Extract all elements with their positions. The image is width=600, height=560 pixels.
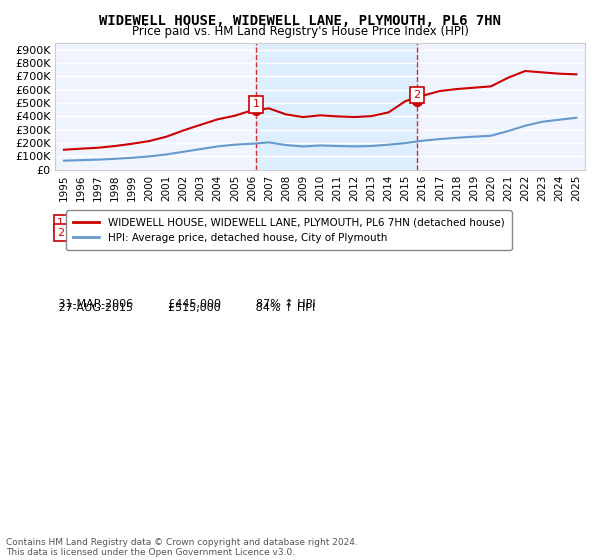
- Bar: [256, 43, 417, 170]
- Text: Contains HM Land Registry data © Crown copyright and database right 2024.
This d: Contains HM Land Registry data © Crown c…: [6, 538, 358, 557]
- Text: 2: 2: [57, 227, 64, 237]
- Legend: WIDEWELL HOUSE, WIDEWELL LANE, PLYMOUTH, PL6 7HN (detached house), HPI: Average : WIDEWELL HOUSE, WIDEWELL LANE, PLYMOUTH,…: [66, 211, 512, 250]
- Text: 1: 1: [57, 218, 64, 228]
- Text: Price paid vs. HM Land Registry's House Price Index (HPI): Price paid vs. HM Land Registry's House …: [131, 25, 469, 38]
- Text: WIDEWELL HOUSE, WIDEWELL LANE, PLYMOUTH, PL6 7HN: WIDEWELL HOUSE, WIDEWELL LANE, PLYMOUTH,…: [99, 14, 501, 28]
- Text: 27-AUG-2015          £515,000          84% ↑ HPI: 27-AUG-2015 £515,000 84% ↑ HPI: [48, 303, 315, 312]
- Text: 1: 1: [253, 99, 260, 109]
- Text: 2: 2: [413, 90, 420, 100]
- Text: 31-MAR-2006          £445,000          87% ↑ HPI: 31-MAR-2006 £445,000 87% ↑ HPI: [48, 298, 316, 309]
